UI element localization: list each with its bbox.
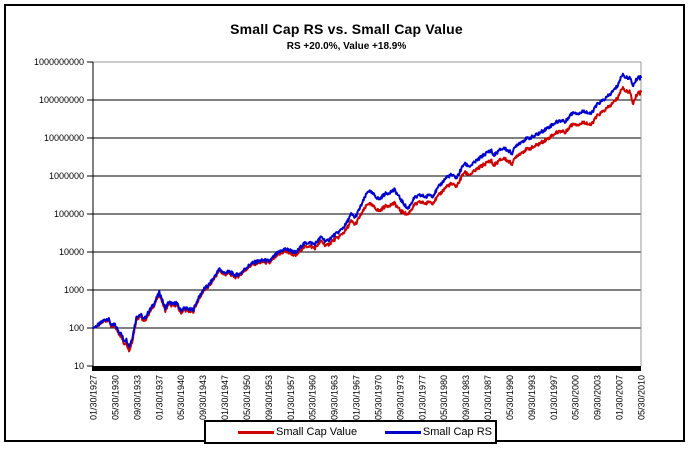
legend-swatch-value-line	[238, 430, 274, 434]
legend-entry-rs: Small Cap RS	[384, 426, 492, 438]
x-axis-tick-label: 01/30/2007	[615, 375, 625, 420]
x-axis-tick-label: 09/30/1953	[264, 375, 274, 420]
x-axis-tick-label: 01/30/1967	[352, 375, 362, 420]
x-axis-tick-label: 09/30/1983	[461, 375, 471, 420]
x-axis-tick-label: 09/30/1963	[330, 375, 340, 420]
y-axis-tick-label: 1000000000	[34, 57, 84, 67]
legend-label-rs: Small Cap RS	[422, 426, 492, 438]
x-axis-tick-label: 05/30/1980	[439, 375, 449, 420]
x-axis-tick-label: 01/30/1957	[286, 375, 296, 420]
x-axis-tick-label: 01/30/1997	[549, 375, 559, 420]
y-axis-tick-label: 10000000	[44, 133, 84, 143]
x-axis-tick-label: 09/30/2003	[593, 375, 603, 420]
y-axis-tick-label: 1000000	[49, 171, 84, 181]
y-axis-tick-label: 100000000	[39, 95, 84, 105]
x-axis-tick-label: 09/30/1943	[198, 375, 208, 420]
x-axis-tick-label: 09/30/1933	[132, 375, 142, 420]
series-line-small-cap-value	[92, 86, 642, 353]
x-axis-tick-label: 09/30/1973	[395, 375, 405, 420]
x-axis-tick-label: 05/30/1990	[505, 375, 515, 420]
y-axis-tick-label: 10	[74, 361, 84, 371]
x-axis-tick-label: 09/30/1993	[527, 375, 537, 420]
x-axis-tick-label: 05/30/2000	[571, 375, 581, 420]
legend-entry-value: Small Cap Value	[238, 426, 357, 438]
y-axis-tick-label: 100000	[54, 209, 84, 219]
x-axis-tick-label: 05/30/1930	[110, 375, 120, 420]
legend-label-value: Small Cap Value	[276, 426, 358, 438]
x-axis-tick-label: 05/30/1970	[374, 375, 384, 420]
x-axis-tick-label: 05/30/1960	[308, 375, 318, 420]
x-axis-tick-label: 01/30/1977	[417, 375, 427, 420]
chart-subtitle: RS +20.0%, Value +18.9%	[286, 41, 407, 52]
x-axis-tick-label: 05/30/1940	[176, 375, 186, 420]
x-axis-tick-label: 05/30/1950	[242, 375, 252, 420]
chart-title: Small Cap RS vs. Small Cap Value	[230, 21, 463, 37]
x-axis-bar	[92, 366, 641, 371]
legend: Small Cap Value Small Cap RS	[204, 420, 497, 444]
y-axis-tick-label: 1000	[64, 285, 84, 295]
legend-swatch-rs-line	[384, 430, 421, 434]
x-axis-tick-label: 01/30/1927	[89, 375, 99, 420]
x-axis-tick-label: 05/30/2010	[637, 375, 647, 420]
x-axis-tick-label: 01/30/1987	[483, 375, 493, 420]
series-line-small-cap-rs	[92, 72, 642, 348]
x-axis-tick-label: 01/30/1937	[154, 375, 164, 420]
y-axis-tick-label: 10000	[59, 247, 84, 257]
x-axis-tick-label: 01/30/1947	[220, 375, 230, 420]
y-axis-tick-label: 100	[69, 323, 84, 333]
